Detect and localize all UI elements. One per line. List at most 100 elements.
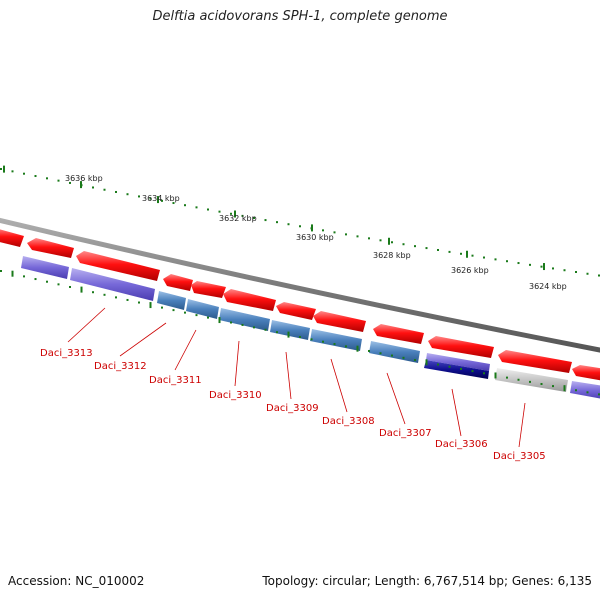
inner-ruler-dot: [552, 385, 554, 388]
inner-ruler-dot: [368, 349, 370, 352]
gene-label[interactable]: Daci_3311: [149, 375, 202, 386]
kbp-ruler: 3636 kbp 3634 kbp 3632 kbp 3630 kbp 3628 kbp…: [0, 165, 600, 291]
gene-arrow-forward: [27, 238, 74, 258]
ruler-dot: [437, 248, 439, 251]
inner-ruler-dot: [172, 309, 175, 312]
inner-ruler-dot: [471, 370, 474, 373]
gene-label[interactable]: Daci_3307: [379, 428, 432, 439]
inner-ruler-dot: [299, 335, 301, 338]
inner-ruler-dot: [333, 343, 336, 346]
gene-label-leader: [67, 307, 106, 343]
gene-label-leader: [330, 358, 348, 413]
ruler-dot: [460, 252, 462, 255]
ruler-dot: [195, 206, 198, 209]
ruler-dot: [276, 221, 278, 224]
inner-ruler-dot: [92, 291, 94, 294]
ruler-dot: [379, 239, 382, 242]
gene-arrow-forward: [0, 229, 24, 247]
ruler-dot: [138, 195, 140, 198]
ruler-dot: [115, 190, 117, 193]
gene-block-reverse: [70, 268, 155, 301]
gene-label[interactable]: Daci_3306: [435, 439, 488, 450]
gene-block-reverse: [21, 256, 69, 279]
ruler-dot: [11, 170, 14, 173]
ruler-dot: [345, 233, 347, 236]
inner-ruler-dot: [437, 363, 439, 366]
inner-ruler-dot: [195, 314, 198, 317]
inner-ruler-dot: [540, 382, 543, 385]
inner-ruler-dot: [138, 301, 140, 304]
gene-block-reverse: [310, 329, 362, 351]
ruler-dot: [287, 223, 290, 226]
ruler-major-tick: [234, 210, 236, 218]
ruler-dot: [356, 235, 359, 238]
gene-label-leader: [174, 329, 197, 371]
ruler-dot: [506, 260, 508, 263]
ruler-dot: [172, 202, 175, 205]
inner-ruler-dot: [0, 270, 2, 272]
gene-arrow-forward: [428, 336, 494, 358]
ruler-dot: [322, 229, 324, 232]
inner-ruler-dot: [34, 278, 37, 281]
inner-ruler-dot: [115, 296, 117, 299]
gene-label[interactable]: Daci_3309: [266, 403, 319, 414]
ruler-tick-label: 3634 kbp: [142, 194, 180, 203]
gene-label-leader: [285, 351, 292, 400]
ruler-dot: [57, 179, 60, 182]
gene-label[interactable]: Daci_3305: [493, 451, 546, 462]
gene-label[interactable]: Daci_3312: [94, 361, 147, 372]
ruler-major-tick: [311, 224, 313, 232]
genome-backbone: [0, 217, 600, 353]
gene-arrow-forward: [313, 311, 366, 332]
gene-block-reverse: [495, 368, 568, 392]
inner-ruler-dot: [586, 391, 589, 394]
gene-label[interactable]: Daci_3313: [40, 348, 93, 359]
ruler-dot: [529, 263, 531, 266]
inner-ruler-dot: [276, 331, 278, 334]
ruler-dot: [425, 247, 428, 250]
ruler-dot: [0, 168, 2, 170]
ruler-dot: [552, 267, 554, 270]
inner-ruler-dot: [414, 359, 416, 362]
inner-ruler-tick: [149, 302, 152, 309]
inner-ruler-dot: [126, 298, 129, 301]
gene-arrow-forward: [276, 302, 316, 320]
gene-label-leader: [119, 322, 167, 357]
inner-ruler-dot: [23, 275, 25, 278]
gene-arrow-forward: [191, 281, 226, 298]
inner-ruler-dot: [57, 283, 60, 286]
ruler-tick-label: 3630 kbp: [296, 233, 334, 242]
ruler-dot: [402, 243, 405, 246]
gene-arrow-forward: [572, 365, 600, 381]
inner-ruler-dot: [69, 285, 71, 288]
inner-ruler-dot: [517, 378, 520, 381]
inner-ruler-dot: [207, 316, 209, 319]
ruler-major-tick: [80, 181, 82, 189]
ruler-dot: [264, 219, 267, 222]
gene-label[interactable]: Daci_3308: [322, 416, 375, 427]
ruler-dot: [483, 256, 485, 259]
gene-label[interactable]: Daci_3310: [209, 390, 262, 401]
ruler-dot: [517, 262, 520, 265]
gene-block-reverse: [186, 299, 219, 319]
gene-block-reverse: [369, 341, 420, 363]
inner-ruler-dot: [103, 293, 106, 296]
inner-ruler-dot: [264, 328, 267, 331]
inner-ruler-dot: [322, 340, 324, 343]
ruler-dot: [218, 210, 221, 213]
ruler-dot: [333, 231, 336, 234]
gene-label-leader: [451, 388, 462, 437]
inner-ruler-dot: [483, 372, 485, 375]
forward-strand: [0, 229, 600, 381]
ruler-dot: [34, 175, 37, 178]
inner-ruler-tick: [494, 372, 497, 379]
gene-label-leader: [234, 340, 240, 387]
gene-label-leader: [386, 372, 406, 425]
gene-label-leader: [518, 402, 526, 448]
diagram-title: Delftia acidovorans SPH-1, complete geno…: [152, 9, 448, 24]
reverse-strand: [21, 256, 600, 399]
ruler-dot: [92, 186, 94, 189]
inner-ruler-dot: [310, 338, 313, 341]
ruler-dot: [586, 272, 589, 275]
